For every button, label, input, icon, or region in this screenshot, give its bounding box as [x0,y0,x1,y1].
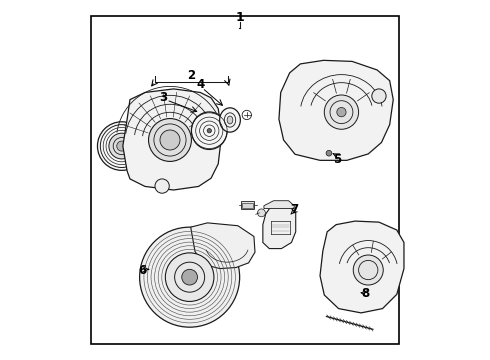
Circle shape [353,255,383,285]
Polygon shape [243,203,253,207]
Circle shape [258,209,266,217]
Circle shape [98,122,146,170]
Text: 5: 5 [333,153,342,166]
Circle shape [155,179,169,193]
Circle shape [140,227,240,327]
Polygon shape [242,202,254,208]
Circle shape [372,89,386,103]
Ellipse shape [227,116,233,124]
Polygon shape [263,207,296,249]
Circle shape [148,118,192,161]
Circle shape [337,108,346,117]
Circle shape [326,150,332,156]
Text: 2: 2 [187,69,196,82]
Ellipse shape [220,108,241,132]
Polygon shape [279,60,393,160]
Circle shape [182,269,197,285]
Text: 4: 4 [196,78,205,91]
Text: 7: 7 [290,203,298,216]
Circle shape [165,253,214,301]
Text: 6: 6 [138,264,146,276]
Text: 3: 3 [159,91,168,104]
Ellipse shape [192,112,227,149]
Circle shape [207,129,211,133]
Circle shape [324,95,359,129]
Polygon shape [191,223,255,269]
Polygon shape [123,89,222,190]
Circle shape [109,133,135,159]
Polygon shape [264,201,294,208]
Circle shape [160,130,180,150]
Circle shape [117,141,127,151]
Polygon shape [320,221,404,313]
Text: 1: 1 [235,11,244,24]
Text: 8: 8 [362,287,370,300]
